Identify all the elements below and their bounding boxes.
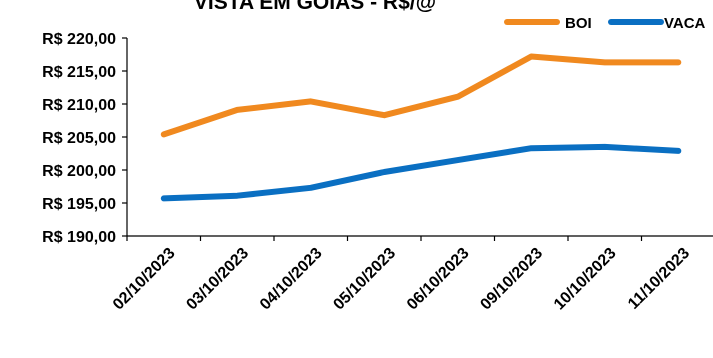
x-tick-label: 11/10/2023 bbox=[625, 245, 693, 313]
legend-label-vaca: VACA bbox=[664, 15, 706, 32]
x-tick-label: 10/10/2023 bbox=[551, 245, 620, 314]
x-tick-label: 03/10/2023 bbox=[183, 245, 252, 314]
y-tick-label: R$ 205,00 bbox=[42, 130, 116, 147]
y-tick-label: R$ 195,00 bbox=[42, 196, 116, 213]
series-line-vaca bbox=[160, 143, 682, 202]
y-tick-label: R$ 215,00 bbox=[42, 64, 116, 81]
x-tick-label: 09/10/2023 bbox=[477, 245, 546, 314]
series-line-boi bbox=[160, 53, 682, 138]
x-tick-label: 05/10/2023 bbox=[330, 245, 399, 314]
y-tick-label: R$ 210,00 bbox=[42, 97, 116, 114]
legend-label-boi: BOI bbox=[565, 15, 592, 32]
chart-title: VISTA EM GOIAS - R$/@ bbox=[194, 0, 436, 14]
y-tick-label: R$ 200,00 bbox=[42, 163, 116, 180]
y-tick-label: R$ 220,00 bbox=[42, 31, 116, 48]
y-tick-label: R$ 190,00 bbox=[42, 229, 116, 246]
x-tick-label: 04/10/2023 bbox=[257, 245, 326, 314]
x-tick-label: 02/10/2023 bbox=[110, 245, 179, 314]
x-tick-label: 06/10/2023 bbox=[404, 245, 473, 314]
